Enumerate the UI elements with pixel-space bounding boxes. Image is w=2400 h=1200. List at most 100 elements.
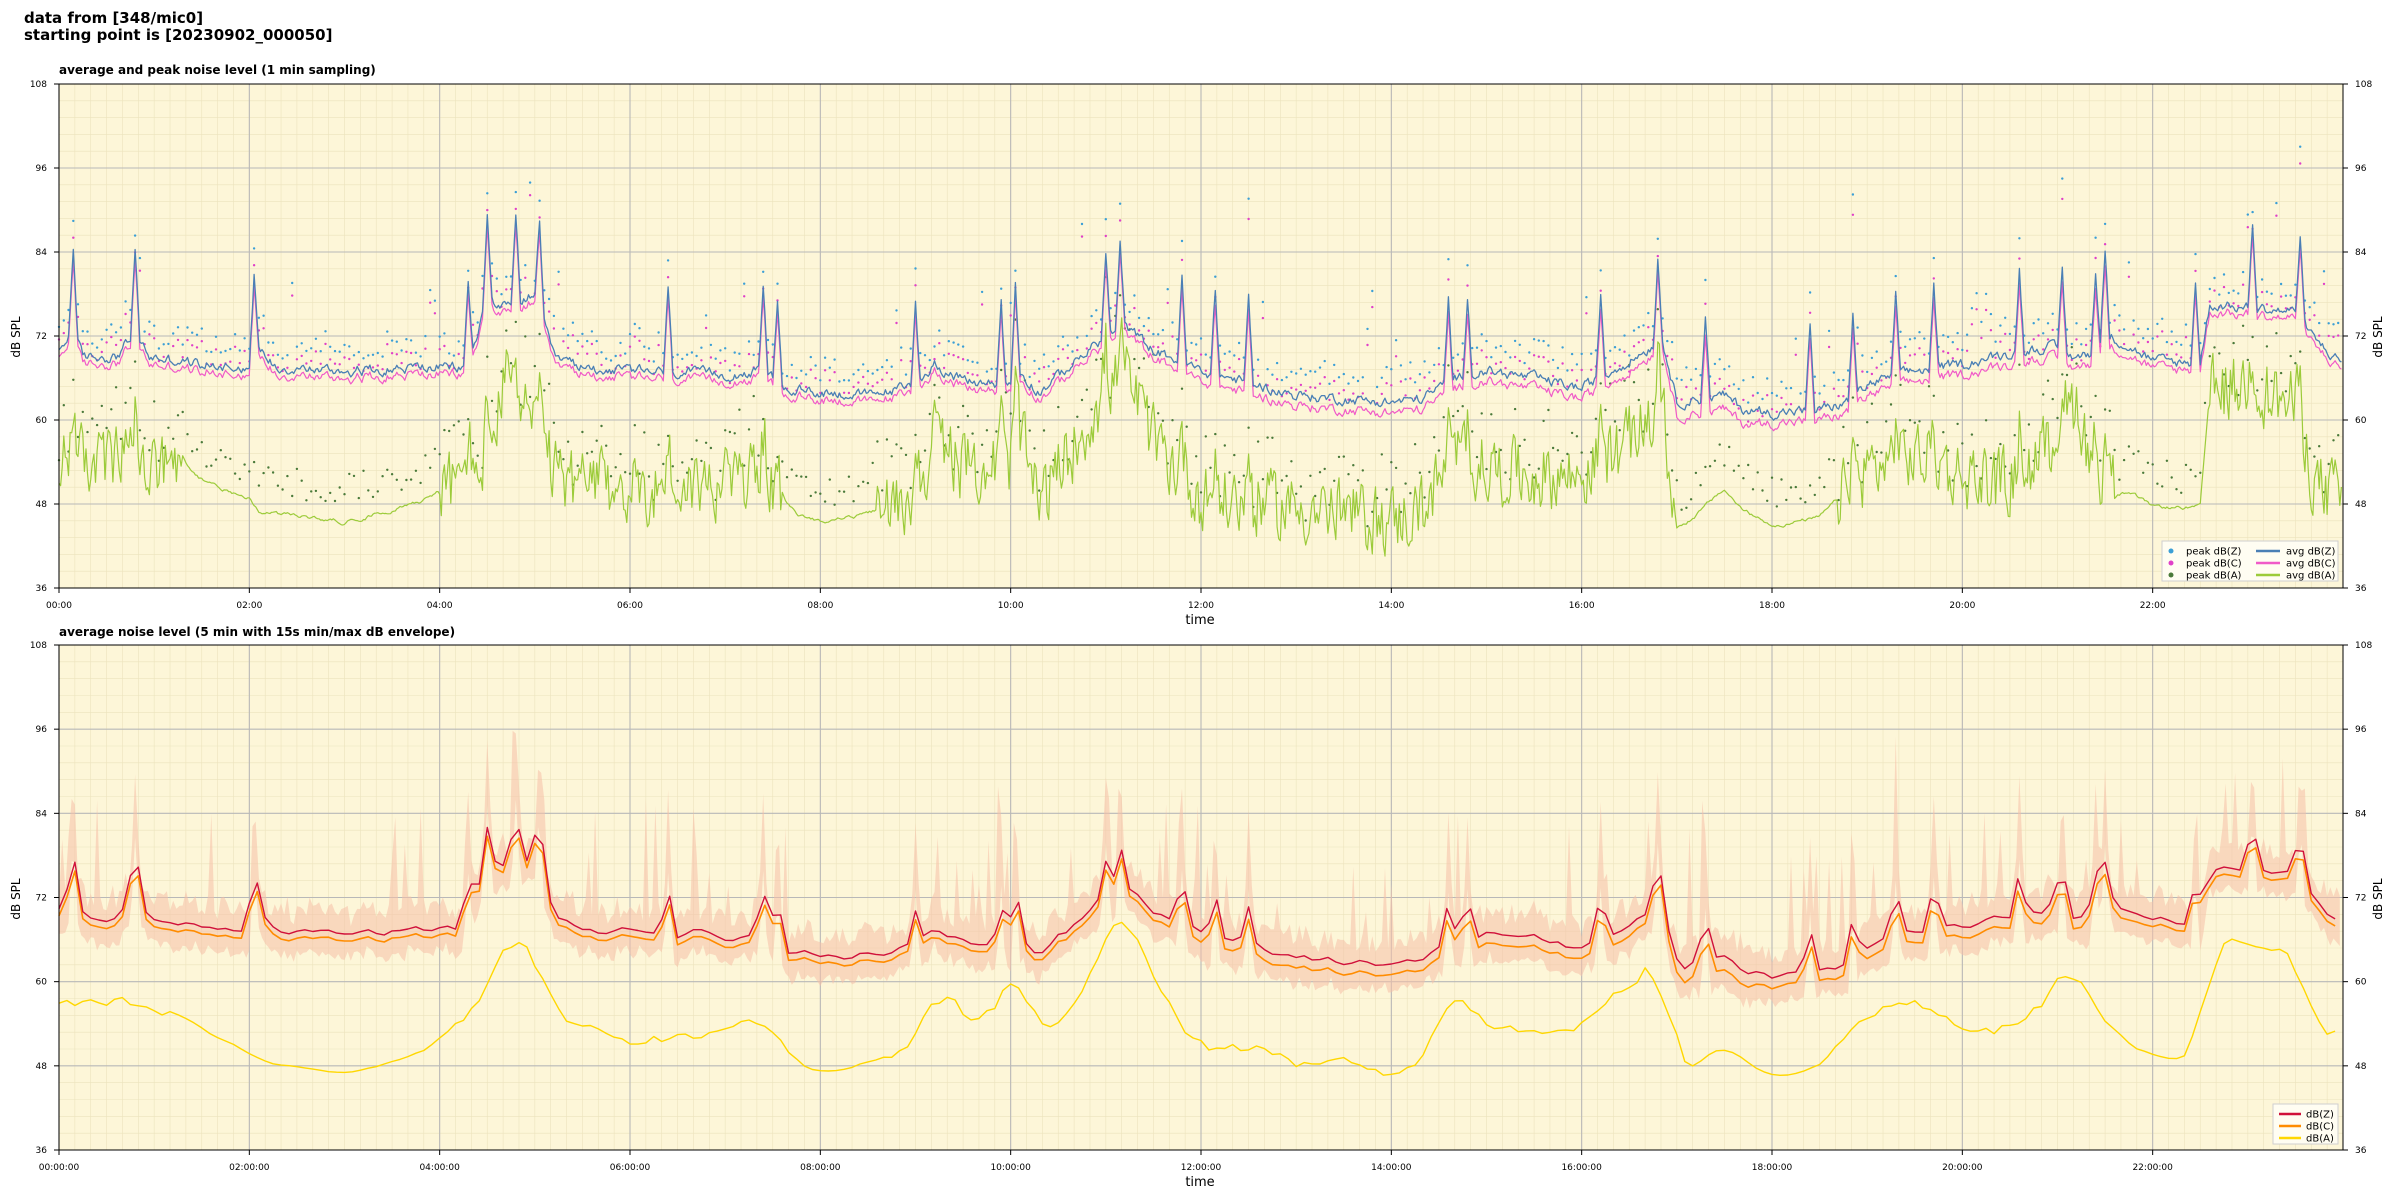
peak-c-point xyxy=(314,350,318,353)
peak-a-point xyxy=(681,461,684,464)
peak-a-point xyxy=(614,466,617,469)
peak-a-point xyxy=(1889,403,1893,406)
peak-z-point xyxy=(243,337,246,340)
peak-a-point xyxy=(1523,438,1526,441)
peak-c-point xyxy=(852,385,855,389)
peak-a-point xyxy=(2256,389,2259,392)
x-tick-label: 20:00:00 xyxy=(1942,1163,1983,1173)
peak-c-point xyxy=(1195,359,1198,362)
x-axis-label: time xyxy=(1185,613,1214,628)
peak-z-point xyxy=(2070,342,2073,346)
peak-a-point xyxy=(291,494,294,498)
peak-c-point xyxy=(885,371,889,374)
legend: dB(Z)dB(C)dB(A) xyxy=(2272,1103,2339,1145)
peak-c-point xyxy=(1399,380,1403,383)
peak-c-point xyxy=(1166,301,1169,305)
peak-z-point xyxy=(947,340,950,343)
peak-c-point xyxy=(2322,282,2326,286)
peak-z-point xyxy=(414,351,418,354)
peak-a-point xyxy=(2246,358,2249,362)
series-a-line xyxy=(58,921,2336,1076)
x-axis-label: time xyxy=(1185,1175,1214,1190)
peak-c-point xyxy=(153,337,156,340)
peak-z-point xyxy=(862,363,865,366)
peak-a-point xyxy=(557,450,560,453)
peak-c-point xyxy=(138,269,142,272)
peak-a-point xyxy=(1818,476,1821,479)
peak-z-point xyxy=(2061,177,2064,180)
peak-z-point xyxy=(895,309,898,312)
peak-a-point xyxy=(324,499,327,503)
peak-c-point xyxy=(1737,407,1740,410)
peak-c-point xyxy=(1480,349,1483,352)
peak-a-point xyxy=(72,378,75,381)
peak-c-point xyxy=(262,327,265,330)
peak-a-point xyxy=(1804,501,1807,504)
peak-c-point xyxy=(2094,256,2097,260)
peak-a-point xyxy=(1932,394,1936,397)
peak-c-point xyxy=(1085,347,1089,350)
peak-z-point xyxy=(200,327,203,330)
peak-c-point xyxy=(2332,335,2335,339)
peak-z-point xyxy=(1485,339,1488,343)
peak-z-point xyxy=(914,267,917,270)
peak-a-point xyxy=(1561,459,1564,462)
peak-c-point xyxy=(1851,213,1855,216)
peak-c-point xyxy=(2327,334,2330,338)
peak-c-point xyxy=(947,352,950,355)
x-tick-label: 14:00:00 xyxy=(1371,1163,1412,1173)
peak-c-point xyxy=(1247,217,1250,221)
peak-z-point xyxy=(276,353,280,356)
peak-a-point xyxy=(224,456,227,459)
peak-z-point xyxy=(866,369,870,373)
peak-c-point xyxy=(1742,398,1745,402)
peak-z-point xyxy=(1699,374,1702,377)
peak-c-point xyxy=(1361,392,1365,395)
peak-a-point xyxy=(2046,379,2050,382)
x-tick-label: 04:00:00 xyxy=(419,1163,460,1173)
peak-z-point xyxy=(76,303,80,306)
peak-a-point xyxy=(1028,429,1031,432)
peak-z-point xyxy=(291,281,294,285)
peak-c-point xyxy=(1418,389,1422,392)
peak-c-point xyxy=(2260,290,2264,294)
peak-a-point xyxy=(1095,358,1098,361)
peak-c-point xyxy=(1423,376,1426,379)
peak-a-point xyxy=(995,430,998,433)
peak-c-point xyxy=(1309,386,1312,389)
peak-a-point xyxy=(1923,451,1926,454)
peak-z-point xyxy=(495,277,498,280)
peak-a-point xyxy=(2265,345,2269,348)
peak-z-point xyxy=(1723,368,1726,371)
peak-c-point xyxy=(790,376,793,379)
peak-a-point xyxy=(1480,412,1483,415)
peak-a-point xyxy=(1675,479,1679,482)
peak-c-point xyxy=(195,346,199,349)
peak-c-point xyxy=(2170,343,2173,346)
peak-a-point xyxy=(1832,459,1836,462)
peak-z-point xyxy=(2308,306,2311,309)
peak-c-point xyxy=(443,344,446,348)
peak-a-point xyxy=(1551,446,1555,450)
peak-c-point xyxy=(552,327,556,330)
peak-z-point xyxy=(1409,361,1412,364)
x-tick-label: 00:00:00 xyxy=(39,1163,80,1173)
peak-c-point xyxy=(957,356,960,359)
peak-z-point xyxy=(252,247,256,250)
peak-a-point xyxy=(766,467,770,470)
peak-a-point xyxy=(490,399,494,403)
peak-z-point xyxy=(191,331,194,334)
peak-a-point xyxy=(600,424,603,428)
peak-a-point xyxy=(847,475,851,478)
peak-c-point xyxy=(747,352,751,356)
peak-a-point xyxy=(2260,378,2264,381)
peak-z-point xyxy=(1870,356,1874,360)
peak-z-point xyxy=(1090,314,1093,318)
peak-c-point xyxy=(1956,348,1959,351)
peak-a-point xyxy=(666,434,670,438)
peak-c-point xyxy=(124,312,127,316)
peak-a-point xyxy=(1785,498,1788,502)
peak-a-point xyxy=(2165,459,2169,462)
peak-c-point xyxy=(524,276,527,279)
peak-a-point xyxy=(1885,420,1888,423)
